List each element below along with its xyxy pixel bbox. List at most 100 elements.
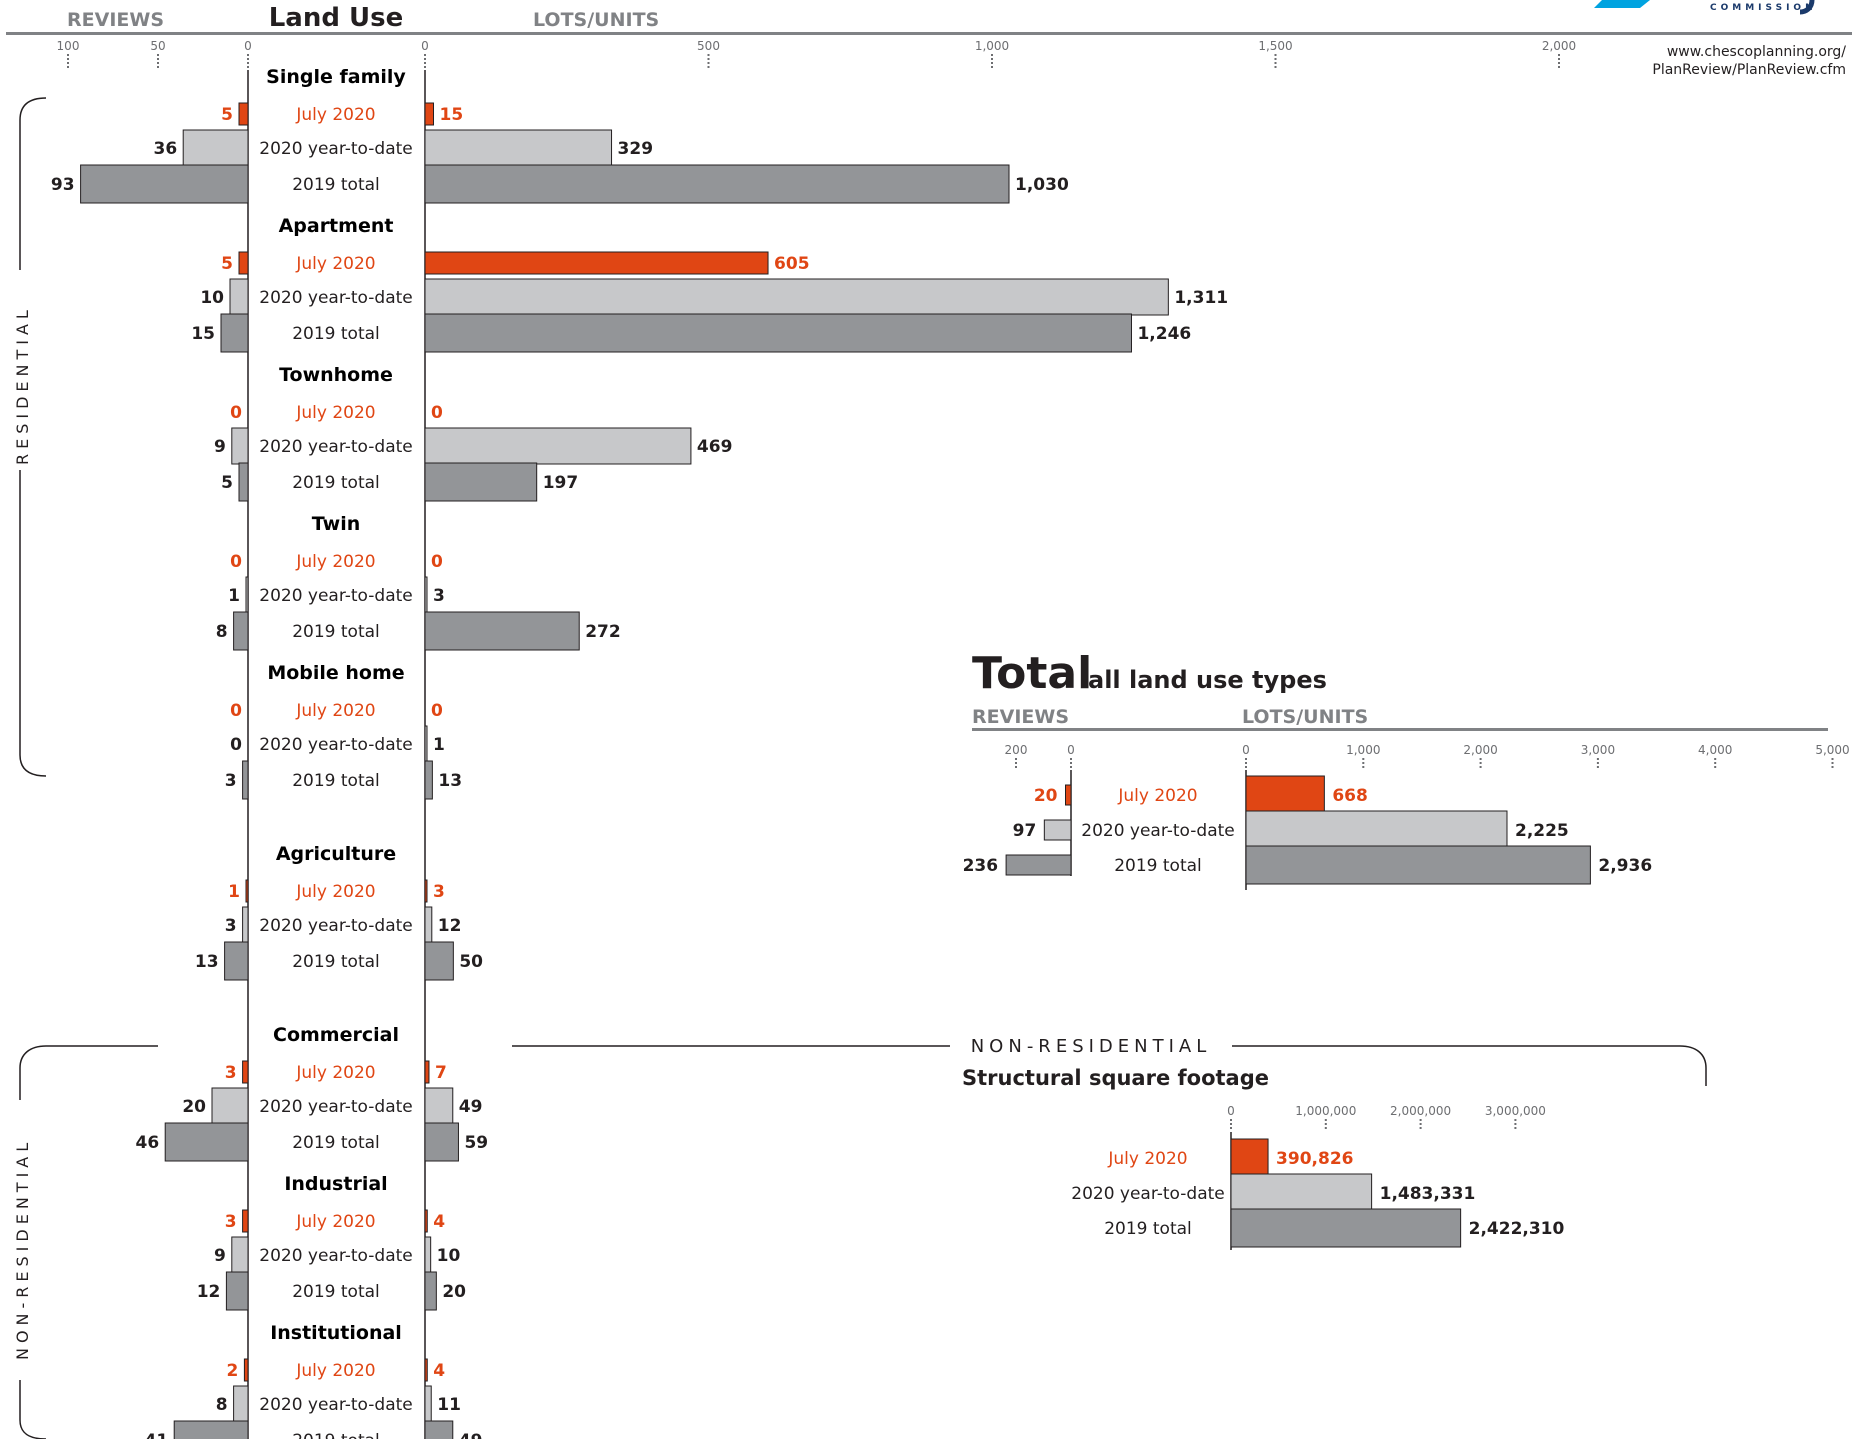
- review-bar: [238, 102, 249, 126]
- review-value-label: 0: [230, 403, 242, 423]
- sqft-tick-label: 2,000,000: [1390, 1104, 1451, 1118]
- sqft-row-label: 2020 year-to-date: [1071, 1184, 1225, 1204]
- total-review-value-label: 97: [1013, 821, 1037, 841]
- lots-bar: [424, 462, 538, 502]
- total-lots-value-label: 2,936: [1598, 856, 1652, 876]
- total-reviews-header: REVIEWS: [972, 706, 1069, 728]
- lots-bar: [424, 129, 613, 167]
- sqft-value-label: 2,422,310: [1469, 1219, 1565, 1239]
- lots-bar: [424, 1087, 454, 1125]
- sqft-chart: NON-RESIDENTIAL Structural square footage…: [962, 1036, 1565, 1250]
- reviews-header: REVIEWS: [67, 9, 164, 31]
- lots-bar: [424, 1060, 430, 1084]
- lots-tick-label: 1,500: [1258, 39, 1292, 53]
- review-value-label: 1: [228, 586, 240, 606]
- lots-bar: [424, 1420, 454, 1439]
- source-line-2: PlanReview/PlanReview.cfm: [1652, 62, 1846, 78]
- sqft-bar: [1230, 1138, 1269, 1178]
- category-title: Single family: [266, 66, 406, 88]
- lots-value-label: 59: [464, 1133, 488, 1153]
- review-bar: [233, 611, 249, 651]
- lots-value-label: 13: [438, 771, 462, 791]
- review-value-label: 3: [225, 1212, 237, 1232]
- lots-tick-mark: [1274, 58, 1277, 60]
- lots-tick-mark: [991, 66, 993, 68]
- category-title: Apartment: [279, 215, 394, 237]
- lots-value-label: 49: [459, 1097, 483, 1117]
- review-bar: [242, 906, 249, 944]
- total-lots-value-label: 668: [1332, 786, 1368, 806]
- lots-tick-mark: [1274, 66, 1277, 68]
- lots-tick-mark: [1274, 54, 1277, 56]
- review-bar: [238, 462, 249, 502]
- lots-bar: [424, 427, 692, 465]
- review-value-label: 93: [51, 175, 75, 195]
- lots-value-label: 0: [431, 403, 443, 423]
- review-value-label: 2: [227, 1361, 239, 1381]
- reviews-tick-mark: [67, 58, 69, 60]
- lots-bar: [424, 1271, 437, 1311]
- sqft-tick-mark: [1514, 1123, 1517, 1125]
- row-label: July 2020: [295, 1361, 375, 1381]
- sqft-tick-mark: [1230, 1123, 1232, 1125]
- total-lots-tick-mark: [1245, 766, 1247, 768]
- non-residential-side-label: NON-RESIDENTIAL: [13, 1138, 32, 1360]
- total-lots-bar: [1245, 775, 1325, 815]
- logo-commission-text: COMMISSION: [1710, 3, 1817, 13]
- sqft-bar: [1230, 1173, 1373, 1213]
- review-value-label: 1: [228, 882, 240, 902]
- reviews-tick-label: 50: [150, 39, 165, 53]
- row-label: July 2020: [295, 552, 375, 572]
- review-value-label: 3: [225, 771, 237, 791]
- lots-tick-mark: [1558, 54, 1560, 56]
- lots-tick-mark: [707, 62, 710, 64]
- total-lots-tick-mark: [1596, 758, 1599, 760]
- review-bar: [242, 1060, 249, 1084]
- sqft-tick-mark: [1419, 1123, 1422, 1125]
- total-review-bar: [1043, 819, 1072, 841]
- lots-bar: [424, 576, 428, 614]
- non-residential-group-label: NON-RESIDENTIAL: [971, 1036, 1212, 1057]
- reviews-tick-mark: [157, 66, 159, 68]
- category-title: Commercial: [273, 1024, 399, 1046]
- sqft-tick-mark: [1324, 1127, 1327, 1129]
- reviews-tick-mark: [157, 54, 159, 56]
- sqft-value-label: 1,483,331: [1380, 1184, 1476, 1204]
- review-bar: [245, 879, 249, 903]
- review-value-label: 9: [214, 437, 226, 457]
- review-value-label: 9: [214, 1246, 226, 1266]
- row-label: 2019 total: [292, 1431, 380, 1439]
- total-lots-tick-mark: [1831, 766, 1834, 768]
- reviews-tick-mark: [67, 62, 69, 64]
- review-value-label: 8: [216, 622, 228, 642]
- review-value-label: 5: [221, 105, 233, 125]
- total-header-rule: [972, 728, 1828, 731]
- lots-tick-mark: [1558, 62, 1560, 64]
- lots-units-header: LOTS/UNITS: [533, 9, 659, 31]
- lots-value-label: 1: [433, 735, 445, 755]
- row-label: July 2020: [295, 1212, 375, 1232]
- review-value-label: 41: [145, 1431, 169, 1439]
- row-label: July 2020: [295, 882, 375, 902]
- total-reviews-tick-mark: [1015, 758, 1017, 760]
- sqft-row-label: July 2020: [1107, 1149, 1187, 1169]
- reviews-tick-mark: [247, 62, 249, 64]
- review-value-label: 8: [216, 1395, 228, 1415]
- lots-bar: [424, 1236, 432, 1274]
- total-lots-tick-mark: [1831, 762, 1834, 764]
- lots-tick-mark: [424, 66, 426, 68]
- row-label: July 2020: [295, 254, 375, 274]
- lots-value-label: 49: [459, 1431, 483, 1439]
- review-value-label: 12: [197, 1282, 221, 1302]
- reviews-tick-label: 100: [57, 39, 80, 53]
- lots-bar: [424, 879, 428, 903]
- review-bar: [242, 760, 249, 800]
- review-value-label: 46: [136, 1133, 160, 1153]
- reviews-tick-mark: [67, 54, 69, 56]
- review-value-label: 5: [221, 473, 233, 493]
- review-value-label: 20: [182, 1097, 206, 1117]
- review-value-label: 0: [230, 735, 242, 755]
- review-value-label: 0: [230, 552, 242, 572]
